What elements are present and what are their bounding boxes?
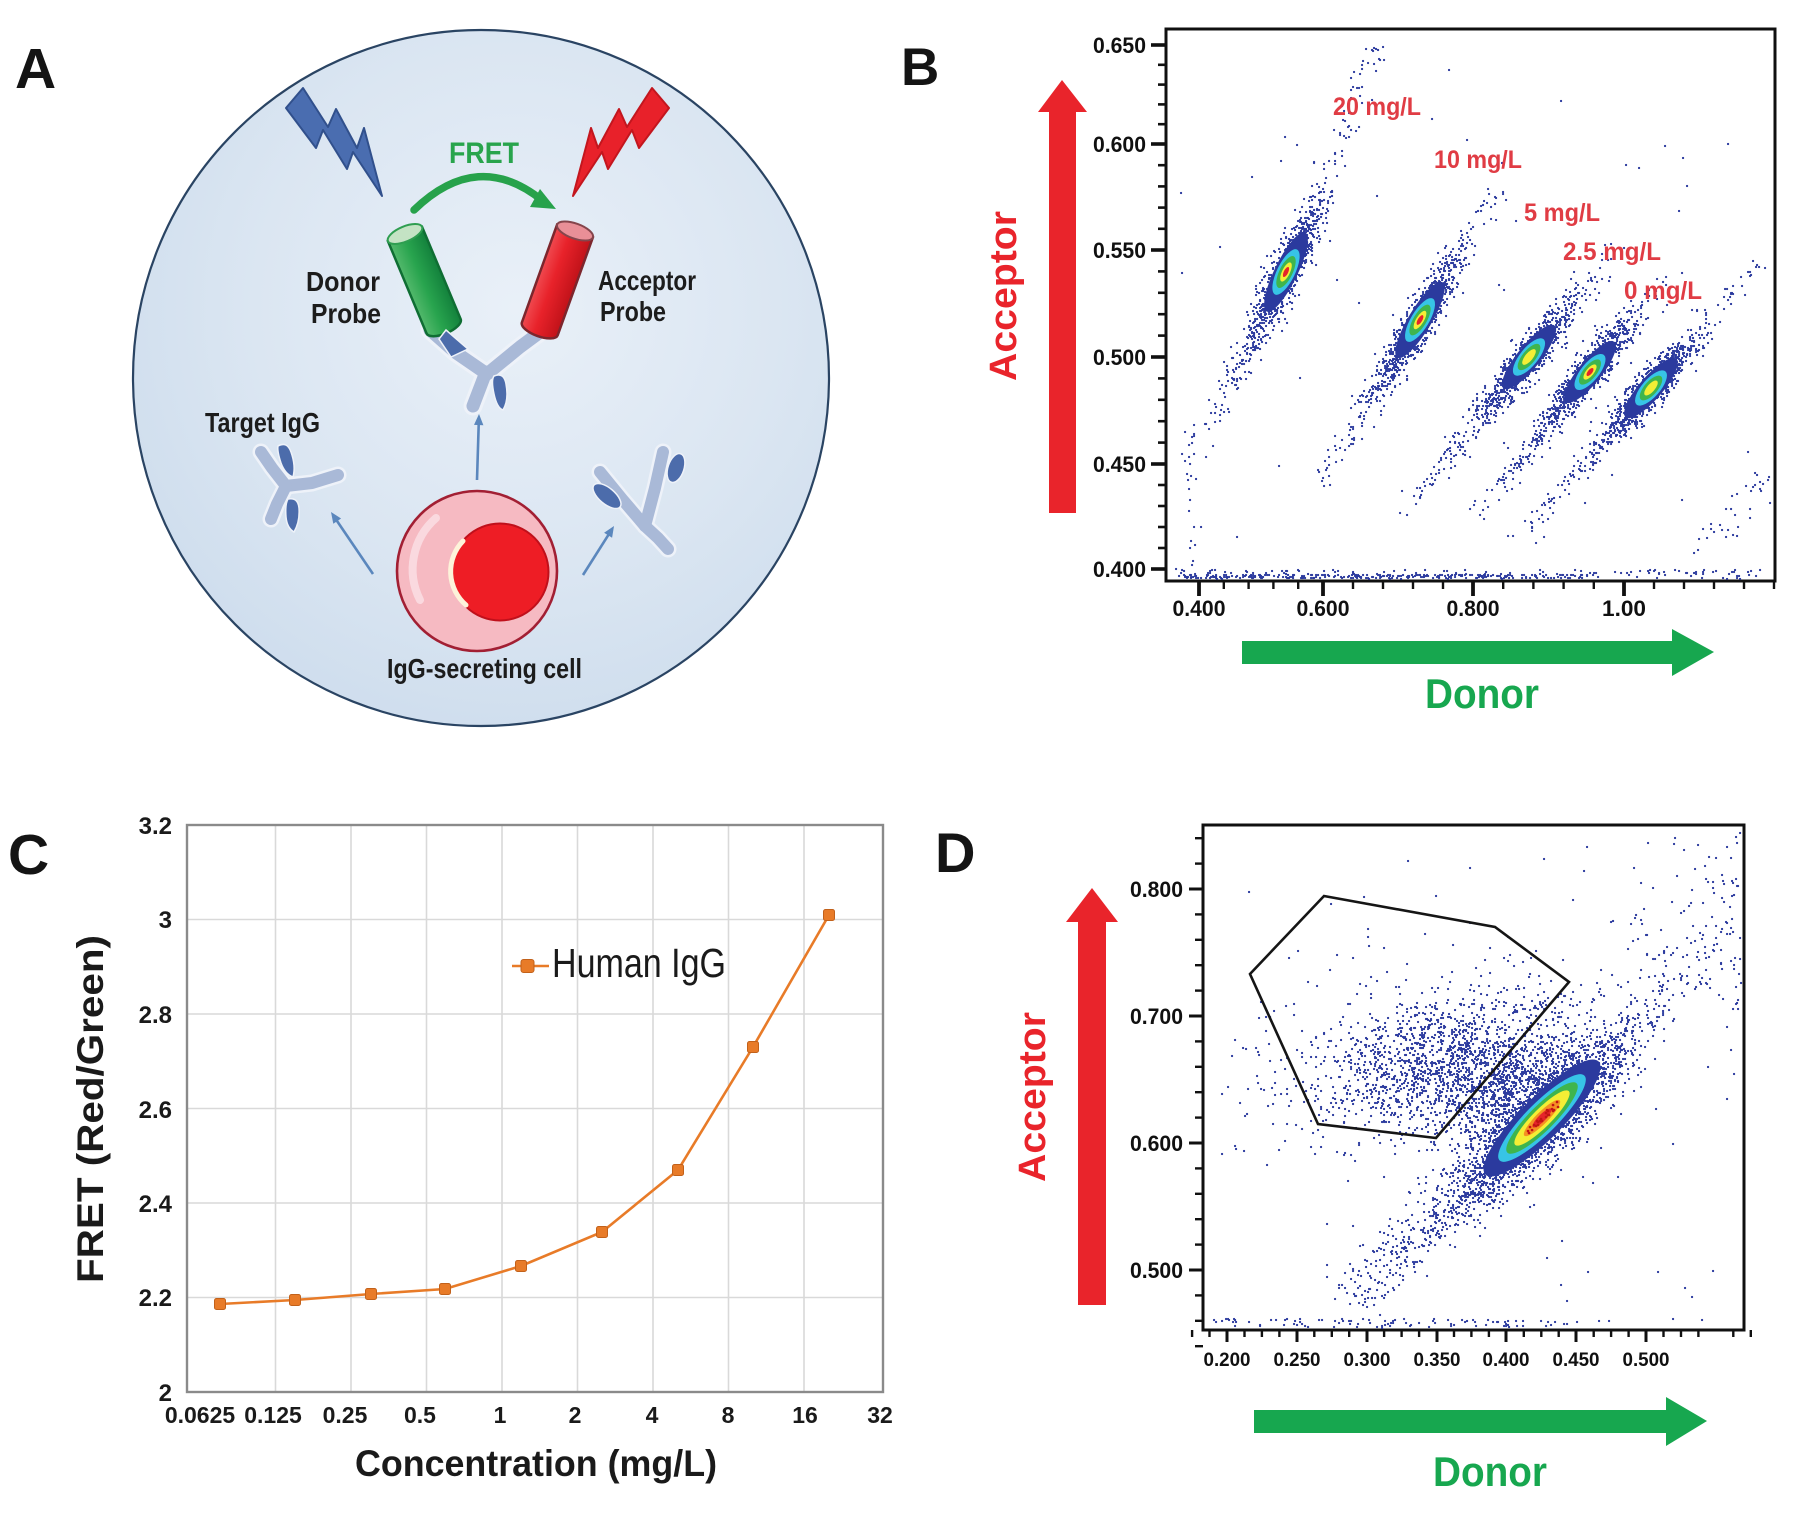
svg-text:10 mg/L: 10 mg/L — [1434, 146, 1522, 174]
svg-text:FRET (Red/Green): FRET (Red/Green) — [70, 935, 111, 1283]
svg-text:0.550: 0.550 — [1093, 238, 1146, 263]
svg-text:20 mg/L: 20 mg/L — [1333, 93, 1421, 121]
svg-text:0.700: 0.700 — [1130, 1004, 1183, 1029]
svg-text:1.00: 1.00 — [1602, 596, 1646, 621]
svg-text:0.450: 0.450 — [1093, 452, 1146, 477]
svg-text:5 mg/L: 5 mg/L — [1524, 199, 1600, 227]
svg-text:Donor: Donor — [1425, 670, 1539, 717]
svg-text:2.5 mg/L: 2.5 mg/L — [1563, 238, 1661, 266]
svg-text:Acceptor: Acceptor — [983, 211, 1025, 381]
svg-text:D: D — [935, 821, 975, 884]
svg-text:0.600: 0.600 — [1130, 1131, 1183, 1156]
svg-text:16: 16 — [792, 1402, 818, 1428]
svg-text:2.4: 2.4 — [139, 1191, 173, 1218]
svg-text:0 mg/L: 0 mg/L — [1624, 277, 1702, 305]
svg-text:IgG-secreting cell: IgG-secreting cell — [387, 653, 582, 684]
svg-text:3.2: 3.2 — [139, 813, 172, 840]
svg-text:0.25: 0.25 — [323, 1402, 368, 1428]
svg-text:Probe: Probe — [600, 296, 666, 327]
svg-text:0.500: 0.500 — [1623, 1350, 1670, 1371]
svg-text:0.500: 0.500 — [1130, 1258, 1183, 1283]
svg-text:0.800: 0.800 — [1447, 596, 1500, 621]
svg-text:4: 4 — [646, 1402, 659, 1428]
svg-text:2: 2 — [569, 1402, 582, 1428]
svg-text:0.0625: 0.0625 — [165, 1402, 236, 1428]
svg-text:Probe: Probe — [311, 298, 381, 329]
svg-text:0.300: 0.300 — [1344, 1350, 1391, 1371]
svg-text:0.125: 0.125 — [244, 1402, 302, 1428]
svg-text:2.8: 2.8 — [139, 1002, 172, 1029]
svg-text:Acceptor: Acceptor — [598, 265, 696, 296]
svg-text:0.600: 0.600 — [1297, 596, 1350, 621]
svg-text:B: B — [901, 38, 939, 97]
svg-text:2.2: 2.2 — [139, 1285, 172, 1312]
svg-text:Human IgG: Human IgG — [552, 940, 726, 986]
svg-text:0.800: 0.800 — [1130, 877, 1183, 902]
svg-text:Donor: Donor — [1433, 1448, 1547, 1495]
svg-text:1: 1 — [494, 1402, 507, 1428]
svg-text:0.450: 0.450 — [1553, 1350, 1600, 1371]
svg-text:FRET: FRET — [449, 137, 519, 170]
svg-text:Concentration (mg/L): Concentration (mg/L) — [355, 1443, 717, 1484]
svg-text:3: 3 — [159, 907, 172, 934]
svg-text:0.5: 0.5 — [404, 1402, 436, 1428]
svg-text:32: 32 — [867, 1402, 893, 1428]
svg-text:0.400: 0.400 — [1483, 1350, 1530, 1371]
svg-text:2: 2 — [159, 1380, 172, 1407]
svg-text:A: A — [15, 37, 56, 101]
svg-text:2.6: 2.6 — [139, 1097, 172, 1124]
svg-text:0.250: 0.250 — [1274, 1350, 1321, 1371]
svg-text:0.400: 0.400 — [1093, 557, 1146, 582]
svg-text:Target IgG: Target IgG — [205, 407, 320, 438]
svg-text:0.600: 0.600 — [1093, 132, 1146, 157]
svg-text:C: C — [8, 823, 49, 887]
svg-text:0.500: 0.500 — [1093, 345, 1146, 370]
svg-text:0.650: 0.650 — [1093, 33, 1146, 58]
svg-text:8: 8 — [722, 1402, 735, 1428]
svg-text:0.400: 0.400 — [1173, 596, 1226, 621]
svg-text:Acceptor: Acceptor — [1012, 1012, 1054, 1182]
svg-text:0.200: 0.200 — [1204, 1350, 1251, 1371]
svg-text:Donor: Donor — [306, 266, 380, 297]
svg-text:0.350: 0.350 — [1414, 1350, 1461, 1371]
